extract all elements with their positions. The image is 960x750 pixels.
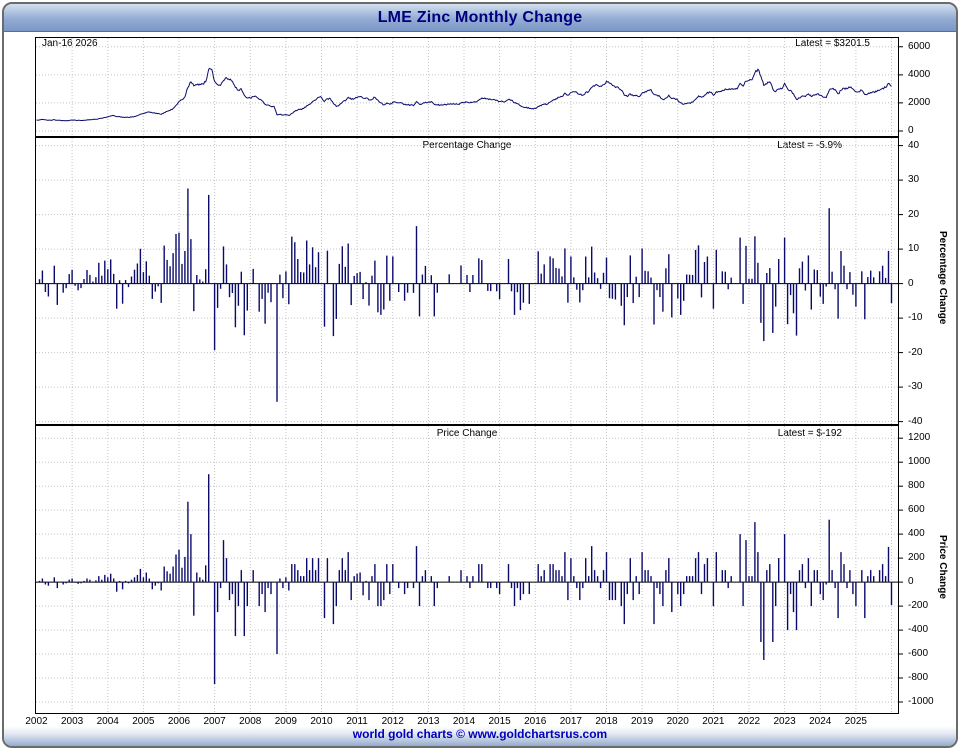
y-tick-label: 6000 (908, 40, 931, 52)
chg-panel-title: Price Change (436, 428, 498, 439)
x-tick-label: 2024 (809, 716, 832, 727)
x-tick-label: 2021 (702, 716, 725, 727)
footer-credit: world gold charts © www.goldchartsrus.co… (352, 727, 608, 741)
y-tick-label: 0 (908, 124, 914, 136)
y-tick-label: 1200 (908, 432, 931, 444)
y-tick-label: -200 (908, 600, 929, 612)
chg-latest-label: Latest = $-192 (777, 428, 842, 439)
x-tick-label: 2003 (61, 716, 84, 727)
y-tick-label: 30 (908, 174, 920, 186)
price-latest-label: Latest = $3201.5 (795, 38, 870, 49)
y-tick-label: 1000 (908, 456, 931, 468)
y-tick-label: 40 (908, 139, 920, 151)
y-tick-label: 400 (908, 528, 925, 540)
pct-panel-title: Percentage Change (422, 140, 512, 151)
chart-footer: world gold charts © www.goldchartsrus.co… (4, 726, 956, 746)
chart-area: Jan-16 2026 Latest = $3201.5 Percentage … (4, 32, 956, 730)
pct-latest-label: Latest = -5.9% (777, 140, 842, 151)
x-tick-label: 2014 (452, 716, 476, 727)
y-tick-label: 800 (908, 480, 925, 492)
x-tick-label: 2019 (631, 716, 654, 727)
y-tick-label: 0 (908, 576, 914, 588)
y-tick-label: -20 (908, 346, 923, 358)
y-tick-label: -600 (908, 648, 929, 660)
x-tick-label: 2025 (844, 716, 867, 727)
latest-date-label: Jan-16 2026 (42, 38, 98, 49)
y-tick-label: 20 (908, 208, 920, 220)
x-tick-label: 2012 (381, 716, 404, 727)
x-tick-label: 2004 (96, 716, 119, 727)
y-tick-label: -40 (908, 415, 923, 427)
y-tick-label: -1000 (908, 696, 934, 707)
x-tick-label: 2006 (167, 716, 191, 727)
x-tick-label: 2018 (595, 716, 618, 727)
y-tick-label: -400 (908, 624, 929, 636)
x-tick-label: 2010 (310, 716, 333, 727)
y-tick-label: 2000 (908, 96, 931, 108)
x-tick-label: 2022 (737, 716, 761, 727)
x-tick-label: 2013 (417, 716, 440, 727)
price-change-bar-chart (35, 425, 903, 714)
x-tick-label: 2011 (346, 716, 368, 727)
percentage-change-bar-chart (35, 137, 903, 425)
y-tick-label: 10 (908, 243, 920, 255)
chart-title: LME Zinc Monthly Change (377, 8, 583, 26)
x-tick-label: 2017 (559, 716, 582, 727)
y-tick-label: -30 (908, 381, 923, 393)
x-tick-label: 2008 (239, 716, 262, 727)
x-tick-label: 2007 (203, 716, 226, 727)
y-tick-label: 0 (908, 277, 914, 289)
y-tick-label: 4000 (908, 68, 931, 80)
x-tick-label: 2020 (666, 716, 689, 727)
y-tick-label: 200 (908, 552, 925, 564)
y-tick-label: -800 (908, 672, 929, 684)
price-line-chart (35, 37, 903, 137)
x-tick-label: 2002 (25, 716, 48, 727)
x-tick-label: 2015 (488, 716, 511, 727)
x-tick-label: 2005 (132, 716, 155, 727)
x-tick-label: 2009 (274, 716, 297, 727)
chart-header: LME Zinc Monthly Change (4, 4, 956, 32)
chg-axis-label: Price Change (937, 535, 948, 599)
x-tick-label: 2023 (773, 716, 796, 727)
y-tick-label: -10 (908, 312, 923, 324)
x-tick-label: 2016 (524, 716, 547, 727)
y-tick-label: 600 (908, 504, 925, 516)
